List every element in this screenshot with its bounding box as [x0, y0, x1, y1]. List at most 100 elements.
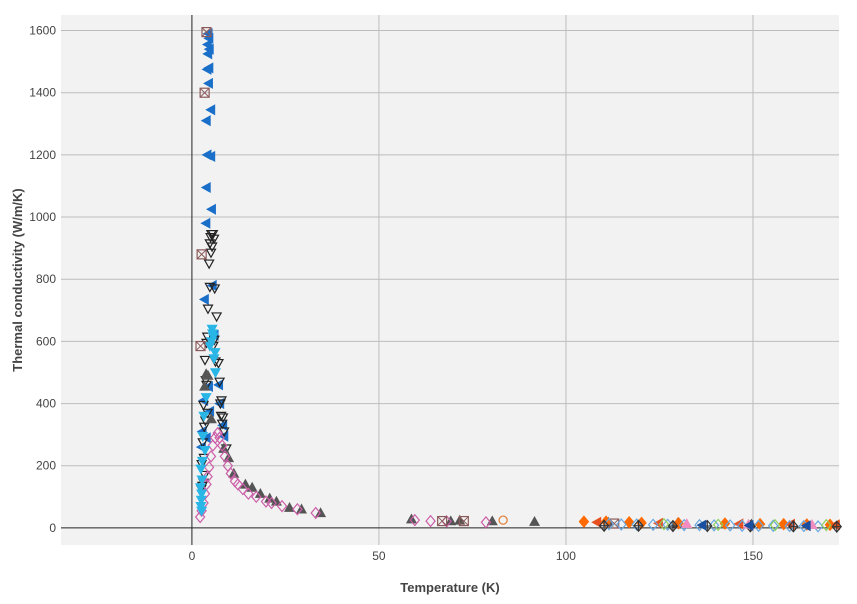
grid-lines — [61, 15, 839, 545]
data-point-cross — [196, 249, 207, 260]
data-point-outline — [609, 518, 620, 529]
data-point — [200, 217, 211, 229]
data-point — [196, 249, 207, 260]
data-point-outline — [196, 249, 207, 260]
data-points — [194, 26, 843, 533]
data-point — [831, 520, 843, 533]
data-point — [631, 518, 642, 531]
data-point — [205, 248, 217, 259]
x-tick-labels: 0 50 100 150 — [189, 549, 764, 563]
data-point — [284, 501, 296, 512]
data-point — [800, 520, 811, 532]
data-point — [598, 519, 610, 533]
y-axis-title: Thermal conductivity (W/m/K) — [10, 188, 25, 371]
y-tick-label: 1600 — [29, 24, 56, 38]
data-point — [205, 450, 217, 463]
y-tick-label: 600 — [36, 334, 56, 348]
data-point-outline — [199, 87, 210, 98]
data-point — [292, 502, 303, 516]
data-point — [215, 411, 227, 422]
data-point — [788, 520, 799, 533]
data-point — [425, 514, 436, 528]
data-point — [197, 400, 210, 411]
data-point — [219, 450, 231, 463]
data-point — [209, 431, 221, 445]
data-point-outline — [437, 515, 448, 527]
data-point — [195, 501, 207, 512]
x-axis-title: Temperature (K) — [400, 580, 499, 595]
x-tick-label: 100 — [556, 549, 576, 563]
data-point — [209, 368, 221, 379]
x-tick-label: 0 — [189, 549, 196, 563]
data-point — [195, 340, 206, 352]
data-point — [616, 518, 627, 531]
data-point — [198, 422, 210, 433]
data-point — [199, 470, 211, 481]
data-point — [743, 519, 754, 531]
data-point-cross — [201, 27, 212, 37]
data-point — [196, 489, 208, 500]
data-point — [784, 519, 795, 533]
data-point — [724, 519, 736, 532]
data-point — [201, 63, 212, 75]
data-point — [216, 419, 228, 430]
data-point — [196, 475, 208, 486]
data-point — [203, 259, 215, 270]
data-point — [200, 115, 211, 127]
data-point — [200, 393, 212, 404]
data-point — [206, 324, 218, 335]
data-point — [212, 358, 224, 369]
data-point — [260, 495, 272, 508]
data-point-cross — [437, 516, 447, 526]
data-point — [217, 413, 229, 424]
data-point — [821, 518, 832, 532]
y-tick-label: 800 — [36, 272, 56, 286]
data-point — [198, 293, 209, 305]
data-point — [194, 483, 207, 494]
data-point — [409, 513, 421, 527]
data-point — [199, 355, 211, 366]
data-point — [437, 515, 448, 527]
data-point — [214, 399, 226, 410]
data-point — [498, 515, 508, 525]
data-point — [623, 515, 635, 529]
data-point — [211, 312, 223, 323]
data-point — [205, 150, 216, 162]
data-point — [207, 332, 219, 343]
data-point — [205, 337, 217, 348]
data-point — [208, 354, 220, 365]
data-point — [202, 369, 214, 380]
data-point — [195, 464, 207, 475]
data-point — [237, 482, 249, 496]
data-point — [198, 411, 210, 422]
data-point — [205, 233, 217, 243]
data-point — [202, 304, 214, 315]
plot-area — [61, 15, 839, 545]
y-tick-label: 1400 — [29, 86, 56, 100]
data-point-outline — [201, 26, 212, 38]
data-point — [195, 495, 207, 506]
data-point — [207, 439, 219, 452]
data-point — [199, 87, 210, 98]
data-point — [199, 380, 211, 391]
data-point — [712, 518, 724, 532]
data-point — [310, 506, 322, 520]
data-point — [200, 182, 211, 194]
y-tick-label: 1200 — [29, 148, 56, 162]
data-point — [480, 515, 492, 529]
data-point — [633, 519, 644, 533]
data-point — [719, 517, 731, 530]
x-tick-label: 150 — [743, 549, 763, 563]
data-point — [591, 516, 602, 528]
data-point — [212, 426, 224, 440]
y-tick-label: 1000 — [29, 210, 56, 224]
data-point — [232, 478, 244, 491]
data-point — [578, 515, 590, 529]
data-point — [243, 487, 254, 501]
data-point-cross — [195, 341, 206, 351]
data-point — [769, 518, 781, 532]
data-point — [199, 445, 211, 456]
data-point — [196, 506, 208, 517]
data-point — [658, 517, 670, 531]
